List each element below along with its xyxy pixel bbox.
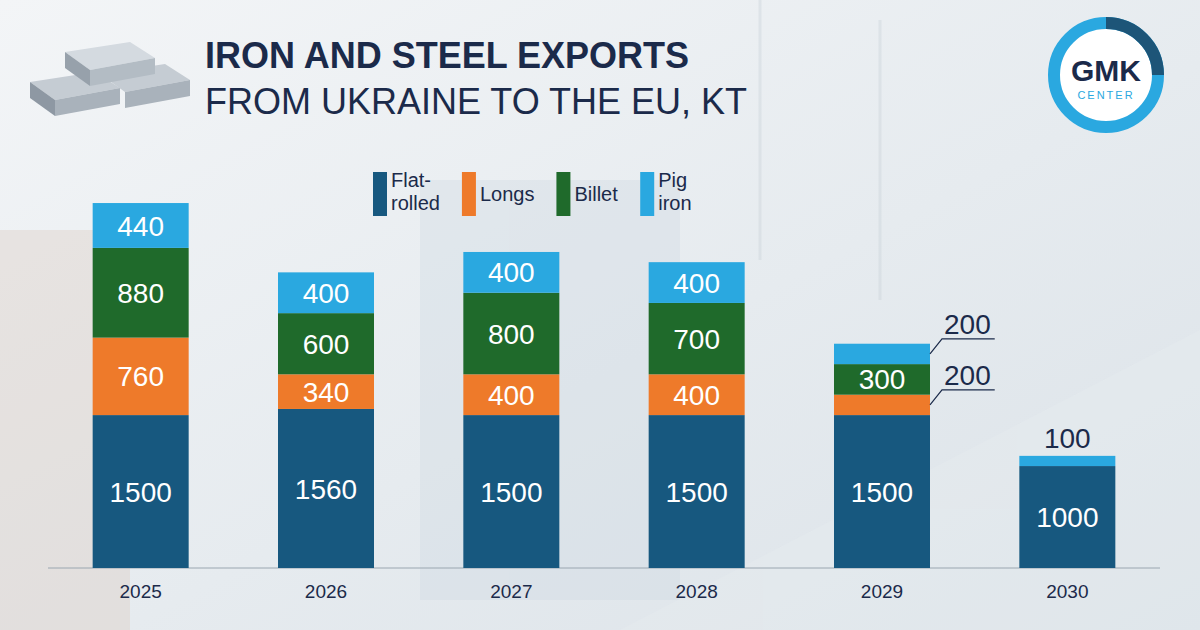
legend-label-line: Flat-: [391, 169, 431, 191]
data-label: 1560: [295, 474, 357, 505]
data-label: 400: [673, 380, 720, 411]
legend-label: Flat-rolled: [391, 169, 440, 214]
leader-line: [930, 390, 995, 405]
data-label: 200: [944, 360, 991, 391]
bar-segment: [93, 338, 189, 415]
bar-segment: [278, 272, 374, 313]
data-labels: 1500 760 880 440 1560 340 600 400 1500 400 800 400 1…: [110, 211, 1099, 534]
data-label: 300: [859, 364, 906, 395]
logo-text: GMK: [1071, 54, 1141, 87]
data-label: 700: [673, 324, 720, 355]
bg-shape: [420, 180, 680, 600]
data-label: 1500: [851, 477, 913, 508]
bar-segment: [834, 395, 930, 415]
bar-segment: [93, 203, 189, 248]
bg-shape: [879, 20, 882, 300]
legend-label-line: Pig: [658, 169, 687, 191]
bar-segment: [463, 293, 559, 375]
legend-swatch: [373, 172, 387, 216]
legend-label: Pigiron: [658, 169, 691, 214]
legend-label: Billet: [574, 183, 618, 205]
legend-label: Longs: [480, 183, 535, 205]
data-label: 100: [1044, 423, 1091, 454]
background-decoration: [0, 0, 1200, 630]
x-tick-labels: 2025 2026 2027 2028 2029 2030: [120, 581, 1089, 602]
bar-segment: [93, 415, 189, 568]
legend-swatch: [462, 172, 476, 216]
data-label: 400: [488, 257, 535, 288]
data-label: 1500: [666, 477, 728, 508]
x-tick-label: 2027: [490, 581, 532, 602]
logo: GMK CENTER: [1054, 23, 1158, 127]
ingot: [90, 58, 155, 86]
x-tick-label: 2029: [861, 581, 903, 602]
data-label: 600: [303, 329, 350, 360]
data-label: 400: [303, 278, 350, 309]
ingot: [55, 88, 120, 116]
title: IRON AND STEEL EXPORTS: [205, 35, 689, 76]
bar-segment: [649, 415, 745, 568]
bar-segment: [834, 415, 930, 568]
ingot: [30, 82, 55, 116]
leader-line: [930, 339, 995, 354]
bar-segment: [649, 374, 745, 415]
data-label: 400: [673, 268, 720, 299]
ingot-icon: [30, 42, 190, 116]
bar-segment: [278, 409, 374, 568]
bar-segment: [1019, 466, 1115, 568]
baseline: [48, 568, 1160, 569]
data-label: 400: [488, 380, 535, 411]
bar-segment: [278, 313, 374, 374]
bar-segment: [463, 252, 559, 293]
data-label: 1500: [480, 477, 542, 508]
x-tick-label: 2028: [676, 581, 718, 602]
bar-segment: [463, 374, 559, 415]
legend-label-line: iron: [658, 192, 691, 214]
bar-segment: [834, 344, 930, 364]
bar-segment: [93, 248, 189, 338]
bg-shape: [620, 330, 1200, 630]
logo-ring: [1054, 23, 1158, 127]
data-label: 200: [944, 309, 991, 340]
legend: Flat-rolled Longs Billet Pigiron: [373, 169, 692, 216]
x-tick-label: 2030: [1046, 581, 1088, 602]
data-label: 760: [117, 361, 164, 392]
bar-segment: [649, 303, 745, 374]
bar-segment: [649, 262, 745, 303]
data-label: 440: [117, 211, 164, 242]
bars: [93, 203, 1116, 568]
bar-segment: [1019, 456, 1115, 466]
bar-segment: [463, 415, 559, 568]
data-label: 1500: [110, 477, 172, 508]
bar-segment: [278, 374, 374, 409]
legend-swatch: [640, 172, 654, 216]
bar-segment: [834, 364, 930, 395]
legend-swatch: [556, 172, 570, 216]
legend-label-line: rolled: [391, 192, 440, 214]
x-tick-label: 2026: [305, 581, 347, 602]
data-label: 880: [117, 278, 164, 309]
data-label: 1000: [1036, 502, 1098, 533]
background: [0, 0, 1200, 630]
logo-text: CENTER: [1077, 89, 1134, 101]
data-label: 340: [303, 377, 350, 408]
data-label: 800: [488, 319, 535, 350]
subtitle: FROM UKRAINE TO THE EU, KT: [205, 81, 747, 122]
x-tick-label: 2025: [120, 581, 162, 602]
bg-shape: [759, 0, 762, 260]
ingot: [125, 80, 190, 108]
ingot: [65, 52, 90, 86]
chart: IRON AND STEEL EXPORTS FROM UKRAINE TO TH…: [0, 0, 1200, 630]
